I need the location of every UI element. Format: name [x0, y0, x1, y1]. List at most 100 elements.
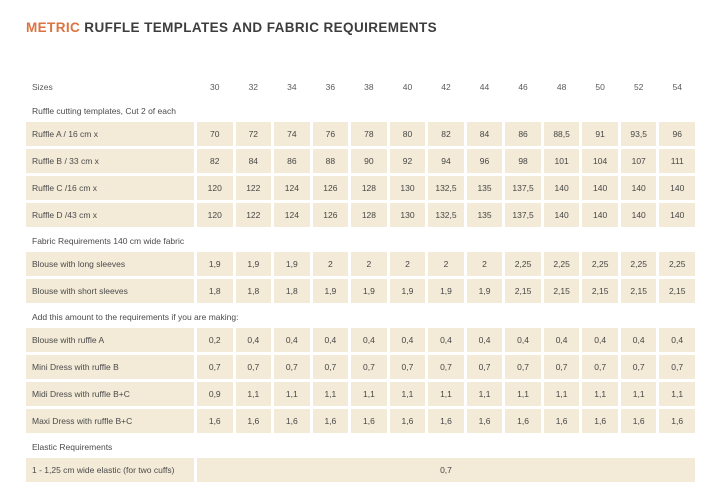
- value-cell: 0,7: [659, 355, 695, 379]
- value-cell: 0,4: [505, 328, 541, 352]
- value-cell: 137,5: [505, 176, 541, 200]
- row-label: Mini Dress with ruffle B: [26, 355, 194, 379]
- value-cell: 0,7: [505, 355, 541, 379]
- section-header: Elastic Requirements: [32, 442, 113, 452]
- value-cell: 1,6: [466, 409, 503, 433]
- value-cell: 111: [659, 149, 695, 173]
- value-cell: 128: [351, 203, 387, 227]
- value-cell: 78: [351, 122, 387, 146]
- sizes-label: Sizes: [32, 82, 53, 92]
- value-cell: 2: [389, 252, 426, 276]
- value-cell: 128: [351, 176, 387, 200]
- value-cell: 0,2: [197, 328, 233, 352]
- table-row: Ruffle C /16 cm x 120 122 124 126 128 130 132,5…: [26, 176, 695, 200]
- value-cell: 132,5: [428, 176, 464, 200]
- value-cell: 0,7: [197, 355, 233, 379]
- value-cell: 1,6: [582, 409, 618, 433]
- value-cell: 0,7: [312, 355, 349, 379]
- value-cell: 132,5: [428, 203, 464, 227]
- value-cell: 96: [659, 122, 695, 146]
- value-cell: 0,4: [235, 328, 272, 352]
- value-cell: 124: [274, 203, 310, 227]
- value-cell: 1,6: [351, 409, 387, 433]
- value-cell: 70: [197, 122, 233, 146]
- row-label: Ruffle B / 33 cm x: [26, 149, 194, 173]
- size-column-header: 30: [210, 82, 220, 92]
- value-cell: 94: [428, 149, 464, 173]
- value-cell: 104: [582, 149, 618, 173]
- table-row: 1 - 1,25 cm wide elastic (for two cuffs)…: [26, 458, 695, 482]
- value-cell: 2,25: [582, 252, 618, 276]
- table-row: Maxi Dress with ruffle B+C 1,6 1,6 1,6 1,6 1,…: [26, 409, 695, 433]
- value-cell: 74: [274, 122, 310, 146]
- row-label: Ruffle C /16 cm x: [26, 176, 194, 200]
- row-label: Blouse with ruffle A: [26, 328, 194, 352]
- value-cell: 1,1: [351, 382, 387, 406]
- value-cell: 2,25: [543, 252, 580, 276]
- value-cell: 101: [543, 149, 580, 173]
- value-cell: 1,9: [312, 279, 349, 303]
- section-header: Ruffle cutting templates, Cut 2 of each: [32, 106, 176, 116]
- title-accent: METRIC: [26, 20, 81, 35]
- value-cell: 2: [428, 252, 464, 276]
- value-cell: 1,9: [351, 279, 387, 303]
- value-cell: 2: [466, 252, 503, 276]
- section-header: Add this amount to the requirements if y…: [32, 312, 239, 322]
- value-cell: 0,4: [543, 328, 580, 352]
- value-cell: 135: [466, 203, 503, 227]
- value-cell: 88,5: [543, 122, 580, 146]
- value-cell: 0,9: [197, 382, 233, 406]
- sizes-header-row: Sizes 30 32 34 36 38 40 42 44 46 48 50 52 54: [26, 81, 695, 93]
- value-cell: 1,1: [659, 382, 695, 406]
- value-cell: 1,8: [274, 279, 310, 303]
- size-column-header: 54: [672, 82, 682, 92]
- value-cell: 1,6: [389, 409, 426, 433]
- table-row: Blouse with ruffle A 0,2 0,4 0,4 0,4 0,4 0,4 0,…: [26, 328, 695, 352]
- value-cell: 1,9: [466, 279, 503, 303]
- page-title: METRIC RUFFLE TEMPLATES AND FABRIC REQUI…: [26, 20, 695, 35]
- value-cell: 88: [312, 149, 349, 173]
- value-cell: 1,1: [620, 382, 657, 406]
- size-column-header: 36: [325, 82, 336, 92]
- value-cell: 1,1: [274, 382, 310, 406]
- size-column-header: 50: [595, 82, 605, 92]
- value-cell: 0,4: [620, 328, 657, 352]
- value-cell: 2,15: [659, 279, 695, 303]
- value-cell: 122: [235, 176, 272, 200]
- value-cell: 140: [659, 203, 695, 227]
- row-label: Blouse with short sleeves: [26, 279, 194, 303]
- value-cell: 0,7: [466, 355, 503, 379]
- row-label: 1 - 1,25 cm wide elastic (for two cuffs): [26, 458, 194, 482]
- value-cell: 0,4: [466, 328, 503, 352]
- value-cell: 1,9: [197, 252, 233, 276]
- size-column-header: 40: [402, 82, 413, 92]
- title-rest: RUFFLE TEMPLATES AND FABRIC REQUIREMENTS: [80, 20, 438, 35]
- table-row: Mini Dress with ruffle B 0,7 0,7 0,7 0,7 0,7 0…: [26, 355, 695, 379]
- value-cell: 140: [582, 176, 618, 200]
- value-cell: 1,6: [235, 409, 272, 433]
- value-cell: 1,1: [505, 382, 541, 406]
- size-column-header: 42: [441, 82, 451, 92]
- value-cell: 93,5: [620, 122, 657, 146]
- value-cell: 1,6: [197, 409, 233, 433]
- merged-value-cell: 0,7: [197, 458, 695, 482]
- value-cell: 2,15: [620, 279, 657, 303]
- value-cell: 91: [582, 122, 618, 146]
- value-cell: 1,9: [428, 279, 464, 303]
- value-cell: 72: [235, 122, 272, 146]
- value-cell: 140: [659, 176, 695, 200]
- table-row: Midi Dress with ruffle B+C 0,9 1,1 1,1 1,1 1,…: [26, 382, 695, 406]
- value-cell: 84: [235, 149, 272, 173]
- value-cell: 90: [351, 149, 387, 173]
- size-column-header: 34: [287, 82, 297, 92]
- table-row: Blouse with long sleeves 1,9 1,9 1,9 2 2 2 2 2 2,…: [26, 252, 695, 276]
- value-cell: 0,4: [351, 328, 387, 352]
- value-cell: 1,9: [235, 252, 272, 276]
- value-cell: 76: [312, 122, 349, 146]
- value-cell: 1,6: [505, 409, 541, 433]
- value-cell: 0,4: [274, 328, 310, 352]
- row-label: Blouse with long sleeves: [26, 252, 194, 276]
- value-cell: 1,6: [312, 409, 349, 433]
- value-cell: 2,25: [505, 252, 541, 276]
